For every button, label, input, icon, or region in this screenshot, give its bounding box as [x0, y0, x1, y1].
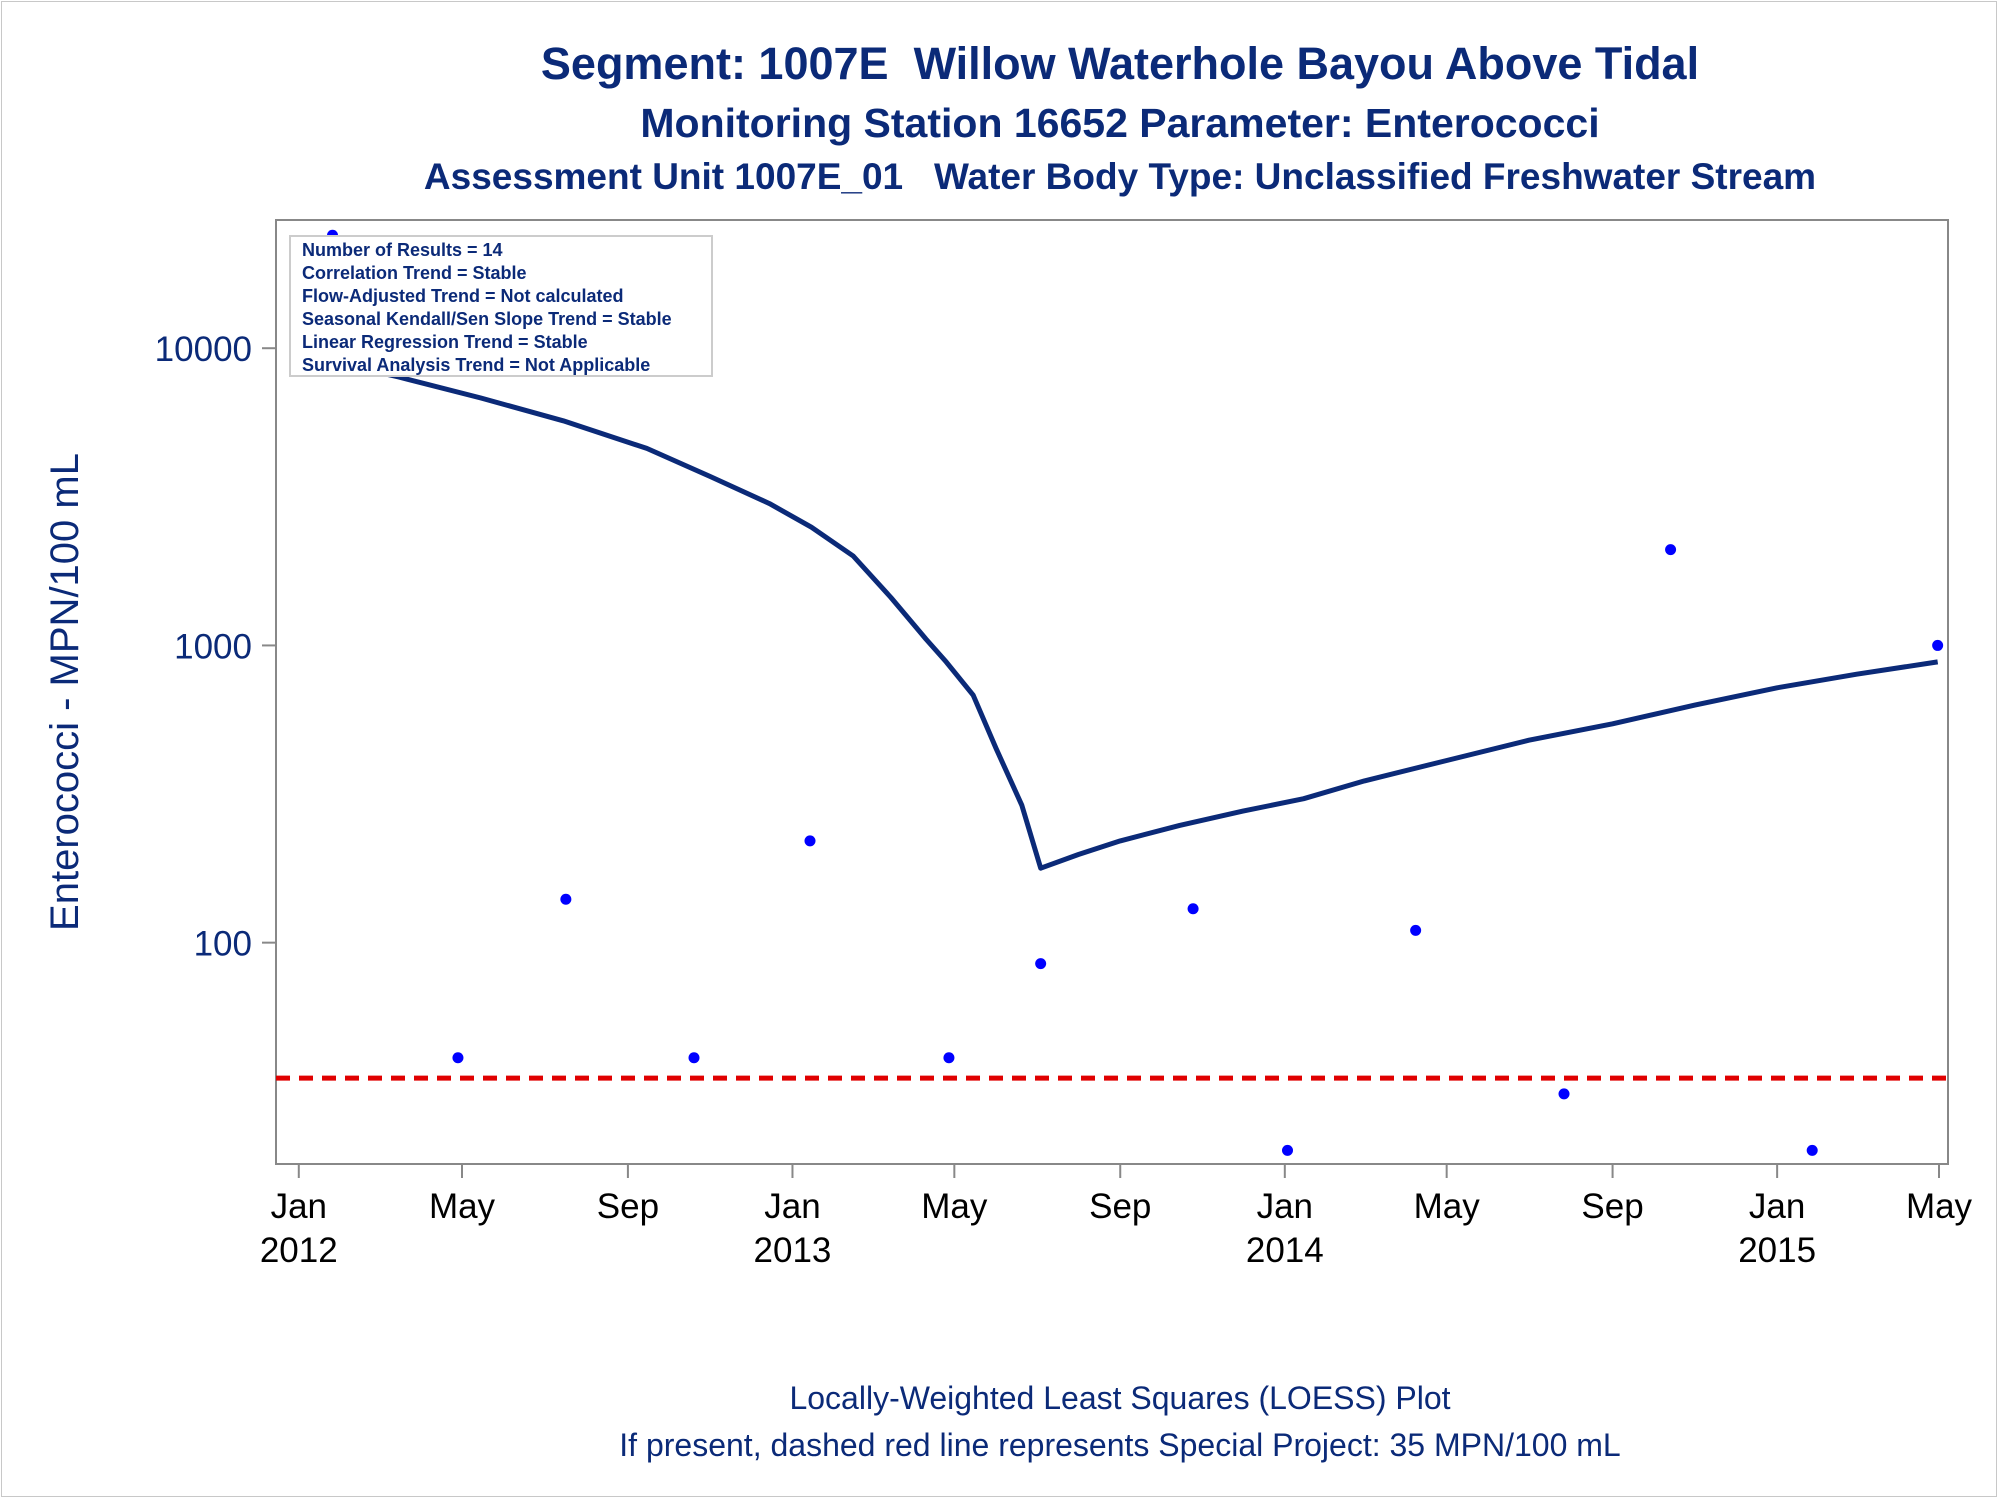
x-tick-label: Sep	[597, 1187, 659, 1226]
data-point-11	[1558, 1088, 1570, 1100]
data-point-14	[1932, 639, 1944, 651]
chart-subtitle-station: Monitoring Station 16652 Parameter: Ente…	[640, 100, 1600, 146]
footnote-reference: If present, dashed red line represents S…	[619, 1427, 1621, 1463]
x-tick-year-label: 2012	[260, 1231, 338, 1270]
stats-line: Correlation Trend = Stable	[302, 263, 527, 283]
x-tick-label: Jan	[1257, 1187, 1313, 1226]
stats-box: Number of Results = 14 Correlation Trend …	[289, 235, 713, 377]
data-point-10	[1410, 924, 1422, 936]
x-tick-label: May	[1414, 1187, 1481, 1226]
stats-line: Linear Regression Trend = Stable	[302, 332, 588, 352]
x-axis: Jan 2012 May Sep Jan 2013 May Sep Jan 2014 May Sep J…	[260, 1164, 1973, 1270]
x-tick-label: Jan	[1749, 1187, 1805, 1226]
x-tick-label: Jan	[271, 1187, 327, 1226]
data-point-4	[688, 1052, 700, 1064]
x-tick-label: May	[1906, 1187, 1973, 1226]
stats-box-frame	[289, 235, 713, 377]
data-point-12	[1665, 544, 1677, 556]
data-point-2	[452, 1052, 464, 1064]
footnote-method: Locally-Weighted Least Squares (LOESS) P…	[789, 1380, 1451, 1416]
x-tick-year-label: 2015	[1738, 1231, 1816, 1270]
data-point-6	[943, 1052, 955, 1064]
data-point-13	[1806, 1144, 1818, 1156]
x-tick-label: Jan	[764, 1187, 820, 1226]
x-tick-year-label: 2013	[754, 1231, 832, 1270]
x-tick-year-label: 2014	[1246, 1231, 1324, 1270]
loess-line-group	[331, 359, 1939, 871]
data-point-7	[1035, 958, 1047, 970]
stats-line: Survival Analysis Trend = Not Applicable	[302, 355, 650, 375]
stats-line: Seasonal Kendall/Sen Slope Trend = Stabl…	[302, 309, 672, 329]
data-point-3	[560, 893, 572, 905]
x-tick-label: May	[429, 1187, 496, 1226]
y-tick-label: 1000	[174, 627, 252, 666]
data-point-5	[804, 835, 816, 847]
stats-line: Number of Results = 14	[302, 240, 503, 260]
y-axis: 100 1000 10000	[155, 330, 276, 964]
stats-line: Flow-Adjusted Trend = Not calculated	[302, 286, 624, 306]
y-tick-label: 100	[194, 925, 252, 964]
loess-line	[331, 359, 1939, 871]
chart-title: Segment: 1007E Willow Waterhole Bayou Ab…	[540, 38, 1700, 89]
chart-subtitle-assessment: Assessment Unit 1007E_01 Water Body Type…	[423, 156, 1817, 197]
y-axis-label: Enterococci - MPN/100 mL	[43, 453, 87, 931]
x-tick-label: Sep	[1089, 1187, 1151, 1226]
data-point-9	[1282, 1144, 1294, 1156]
x-tick-label: May	[921, 1187, 988, 1226]
data-point-8	[1187, 903, 1199, 915]
data-points-group	[327, 229, 1944, 1156]
y-tick-label: 10000	[155, 330, 252, 369]
x-tick-label: Sep	[1581, 1187, 1643, 1226]
plot-area	[275, 219, 1949, 1165]
